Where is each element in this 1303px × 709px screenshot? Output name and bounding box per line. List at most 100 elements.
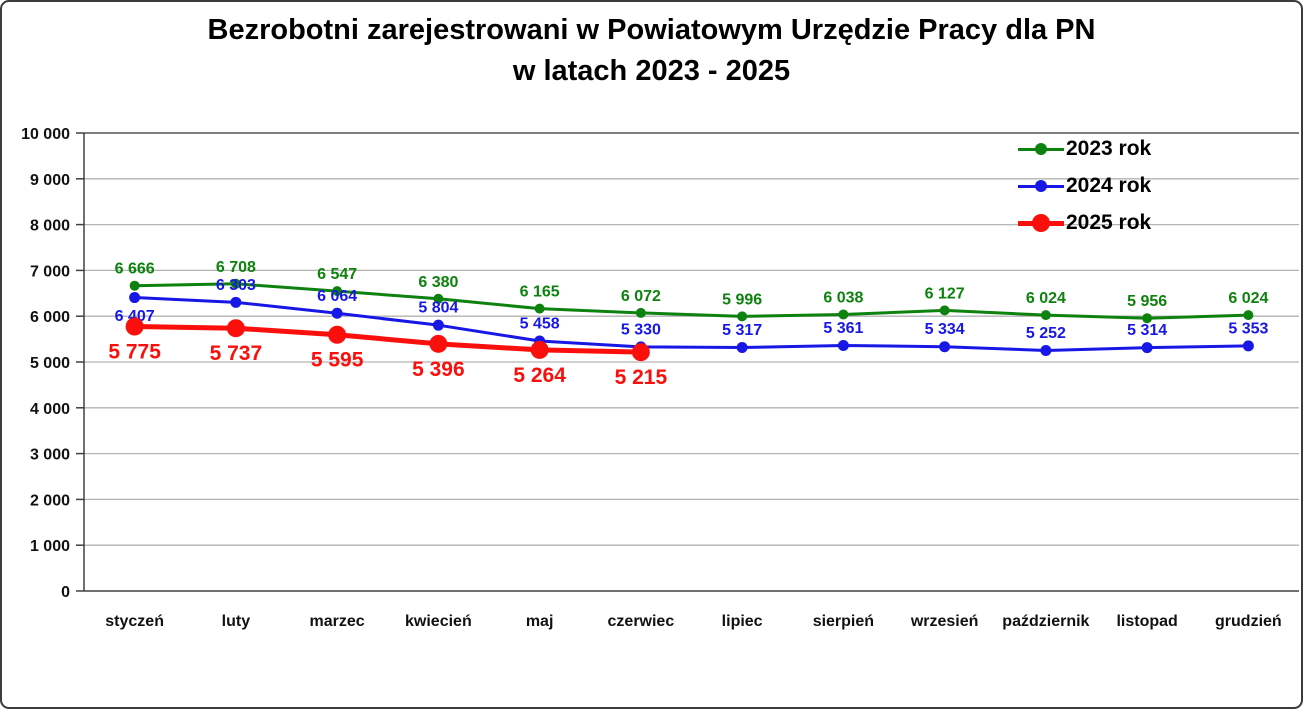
series-line-2024-rok [134, 296, 1249, 352]
data-label-2023-rok: 6 666 [115, 261, 155, 278]
data-point-2024-rok [1141, 342, 1153, 354]
legend-entry-2024: 2024 rok [1018, 173, 1151, 199]
legend-label-2025: 2025 rok [1066, 211, 1152, 234]
data-point-2023-rok [939, 305, 950, 316]
chart-title: Bezrobotni zarejestrowani w Powiatowym U… [2, 10, 1301, 92]
x-tick-label: marzec [310, 613, 365, 630]
data-label-2024-rok: 5 458 [520, 316, 560, 333]
data-label-2025-rok: 5 775 [108, 341, 161, 364]
x-tick-label: czerwiec [608, 613, 675, 630]
x-tick-label: wrzesień [910, 613, 979, 630]
legend-label-2023: 2023 rok [1066, 137, 1152, 160]
x-tick-label: lipiec [722, 613, 763, 630]
data-point-2023-rok [332, 286, 343, 297]
y-tick-label: 9 000 [30, 172, 70, 189]
data-point-2024-rok [837, 339, 849, 351]
data-label-2025-rok: 5 264 [513, 364, 566, 387]
x-tick-label: maj [526, 613, 554, 630]
y-tick-label: 1 000 [30, 538, 70, 555]
y-tick-label: 3 000 [30, 447, 70, 464]
x-tick-label: grudzień [1215, 613, 1282, 630]
data-point-2024-rok [736, 341, 748, 353]
legend-marker-2024 [1035, 180, 1047, 192]
data-point-2023-rok [433, 293, 444, 304]
x-tick-label: listopad [1116, 613, 1177, 630]
data-label-2023-rok: 6 038 [823, 289, 863, 306]
x-tick-label: sierpień [813, 613, 874, 630]
data-point-2025-rok [328, 325, 347, 344]
legend-marker-2023 [1035, 143, 1047, 155]
data-label-2025-rok: 5 215 [615, 366, 668, 389]
chart-title-line1: Bezrobotni zarejestrowani w Powiatowym U… [207, 14, 1096, 46]
data-point-2023-rok [1142, 313, 1153, 324]
data-label-2023-rok: 6 380 [418, 274, 458, 291]
chart-title-line2: w latach 2023 - 2025 [512, 55, 791, 87]
data-label-2025-rok: 5 396 [412, 358, 465, 381]
data-label-2024-rok: 5 317 [722, 322, 762, 339]
data-point-2024-rok [432, 319, 444, 331]
legend-label-2024: 2024 rok [1066, 174, 1152, 197]
y-tick-label: 5 000 [30, 355, 70, 372]
data-label-2024-rok: 5 252 [1026, 325, 1066, 342]
y-tick-label: 10 000 [21, 126, 70, 143]
data-point-2023-rok [230, 278, 241, 289]
x-tick-label: kwiecień [405, 613, 472, 630]
data-label-2023-rok: 6 024 [1228, 290, 1268, 307]
data-label-2024-rok: 5 314 [1127, 322, 1167, 339]
data-label-2023-rok: 5 996 [722, 291, 762, 308]
series-line-2025-rok [134, 324, 641, 355]
data-label-2025-rok: 5 737 [210, 342, 263, 365]
data-point-2025-rok [530, 340, 549, 359]
data-label-2024-rok: 5 804 [418, 300, 458, 317]
data-label-2024-rok: 6 303 [216, 277, 256, 294]
data-point-2025-rok [429, 334, 448, 353]
data-point-2024-rok [129, 292, 141, 304]
data-label-2024-rok: 5 353 [1228, 320, 1268, 337]
data-point-2023-rok [129, 280, 140, 291]
data-point-2025-rok [226, 319, 245, 338]
data-point-2024-rok [1242, 340, 1254, 352]
y-tick-label: 4 000 [30, 401, 70, 418]
data-point-2023-rok [534, 303, 545, 314]
data-point-2023-rok [838, 309, 849, 320]
data-label-2024-rok: 6 407 [115, 308, 155, 325]
data-label-2023-rok: 6 708 [216, 259, 256, 276]
y-tick-label: 6 000 [30, 309, 70, 326]
legend: 2023 rok 2024 rok 2025 rok [1018, 136, 1151, 247]
y-tick-label: 0 [61, 584, 70, 601]
data-point-2023-rok [1040, 310, 1051, 321]
data-label-2024-rok: 5 361 [823, 320, 863, 337]
data-point-2024-rok [1040, 344, 1052, 356]
x-tick-label: październik [1002, 613, 1089, 630]
data-point-2023-rok [737, 311, 748, 322]
data-point-2024-rok [939, 341, 951, 353]
data-point-2024-rok [230, 296, 242, 308]
data-point-2025-rok [125, 317, 144, 336]
x-tick-label: styczeń [105, 613, 164, 630]
y-tick-label: 2 000 [30, 492, 70, 509]
legend-line-sample-2025 [1018, 214, 1064, 232]
data-label-2023-rok: 6 165 [520, 284, 560, 301]
data-point-2024-rok [331, 307, 343, 319]
data-label-2024-rok: 5 334 [925, 321, 965, 338]
legend-entry-2025: 2025 rok [1018, 210, 1151, 236]
data-label-2025-rok: 5 595 [311, 349, 364, 372]
legend-entry-2023: 2023 rok [1018, 136, 1151, 162]
legend-line-sample-2023 [1018, 143, 1064, 155]
legend-marker-2025 [1032, 214, 1050, 232]
series-line-2023-rok [134, 282, 1249, 320]
data-label-2023-rok: 6 024 [1026, 290, 1066, 307]
y-tick-label: 8 000 [30, 218, 70, 235]
data-label-2024-rok: 5 330 [621, 321, 661, 338]
y-tick-label: 7 000 [30, 263, 70, 280]
data-label-2023-rok: 5 956 [1127, 293, 1167, 310]
data-point-2023-rok [635, 307, 646, 318]
legend-line-sample-2024 [1018, 180, 1064, 192]
data-label-2023-rok: 6 127 [925, 285, 965, 302]
data-label-2023-rok: 6 547 [317, 266, 357, 283]
x-tick-label: luty [222, 613, 251, 630]
data-point-2023-rok [1243, 310, 1254, 321]
data-label-2023-rok: 6 072 [621, 288, 661, 305]
